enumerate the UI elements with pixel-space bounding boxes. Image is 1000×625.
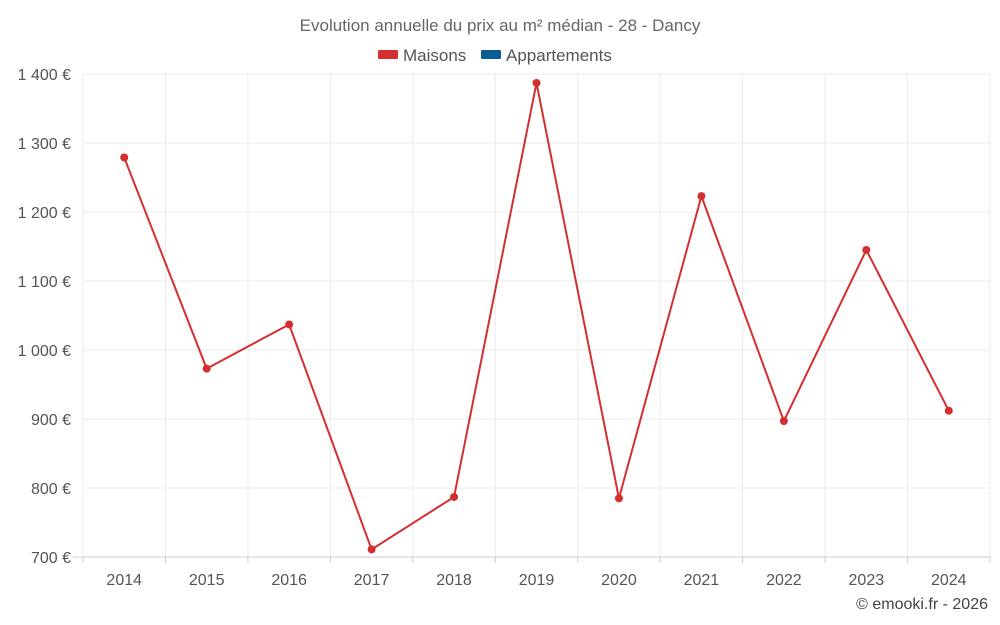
y-tick-label: 1 200 € (18, 205, 71, 222)
data-point[interactable] (285, 320, 294, 329)
y-tick-label: 700 € (31, 550, 71, 567)
legend-label-maisons: Maisons (403, 46, 466, 65)
x-tick-label: 2021 (684, 572, 720, 589)
data-point[interactable] (697, 192, 706, 201)
credit-text: © emooki.fr - 2026 (856, 596, 988, 613)
x-tick-label: 2019 (519, 572, 555, 589)
legend-swatch-appartements (481, 50, 501, 59)
legend: Maisons Appartements (378, 46, 612, 65)
data-point[interactable] (532, 78, 541, 87)
y-tick-label: 1 400 € (18, 67, 71, 84)
grid (82, 73, 991, 557)
data-point[interactable] (779, 417, 788, 426)
x-tick-label: 2023 (849, 572, 885, 589)
y-tick-label: 1 000 € (18, 343, 71, 360)
legend-item-appartements[interactable]: Appartements (481, 46, 612, 65)
x-tick-label: 2022 (766, 572, 802, 589)
y-tick-label: 800 € (31, 481, 71, 498)
y-tick-label: 1 100 € (18, 274, 71, 291)
data-point[interactable] (862, 245, 871, 254)
data-point[interactable] (120, 153, 129, 162)
x-tick-label: 2020 (601, 572, 637, 589)
x-tick-label: 2024 (931, 572, 967, 589)
x-tick-label: 2017 (354, 572, 390, 589)
x-tick-label: 2014 (106, 572, 142, 589)
x-axis: 2014 2015 2016 2017 2018 2019 2020 2021 2022 2023… (73, 556, 991, 589)
data-point[interactable] (614, 494, 623, 503)
data-point[interactable] (202, 364, 211, 373)
y-tick-label: 1 300 € (18, 136, 71, 153)
x-tick-label: 2015 (189, 572, 225, 589)
legend-item-maisons[interactable]: Maisons (378, 46, 466, 65)
series-maisons (120, 78, 953, 554)
y-axis: 700 € 800 € 900 € 1 000 € 1 100 € 1 200 € 1 30… (18, 67, 71, 567)
data-point[interactable] (450, 492, 459, 501)
legend-swatch-maisons (378, 50, 398, 59)
x-tick-label: 2018 (436, 572, 472, 589)
chart-title: Evolution annuelle du prix au m² médian … (300, 16, 701, 35)
data-point[interactable] (944, 406, 953, 415)
y-tick-label: 900 € (31, 412, 71, 429)
x-tick-label: 2016 (271, 572, 307, 589)
legend-label-appartements: Appartements (506, 46, 612, 65)
data-point[interactable] (367, 545, 376, 554)
